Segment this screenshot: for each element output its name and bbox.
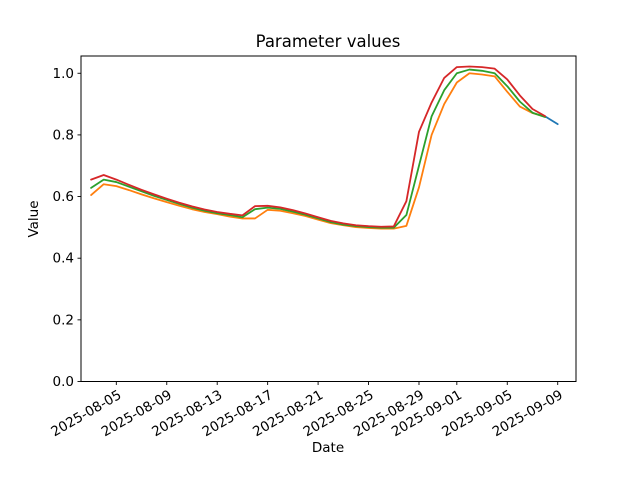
plot-border: [80, 55, 577, 382]
y-tick-label: 0.6: [53, 189, 74, 205]
y-tick-label: 0.0: [53, 374, 74, 390]
series-blue: [544, 115, 559, 126]
series-green: [90, 68, 546, 229]
y-tick-label: 0.8: [53, 127, 74, 143]
series-orange: [90, 72, 546, 230]
x-axis-label: Date: [312, 440, 344, 456]
y-tick-label: 0.2: [53, 312, 74, 328]
y-tick-label: 1.0: [53, 66, 74, 82]
chart-title: Parameter values: [256, 32, 401, 51]
y-tick-label: 0.4: [53, 251, 74, 267]
series-lines: [90, 65, 559, 230]
y-axis-label: Value: [26, 200, 42, 237]
series-red: [90, 65, 546, 228]
